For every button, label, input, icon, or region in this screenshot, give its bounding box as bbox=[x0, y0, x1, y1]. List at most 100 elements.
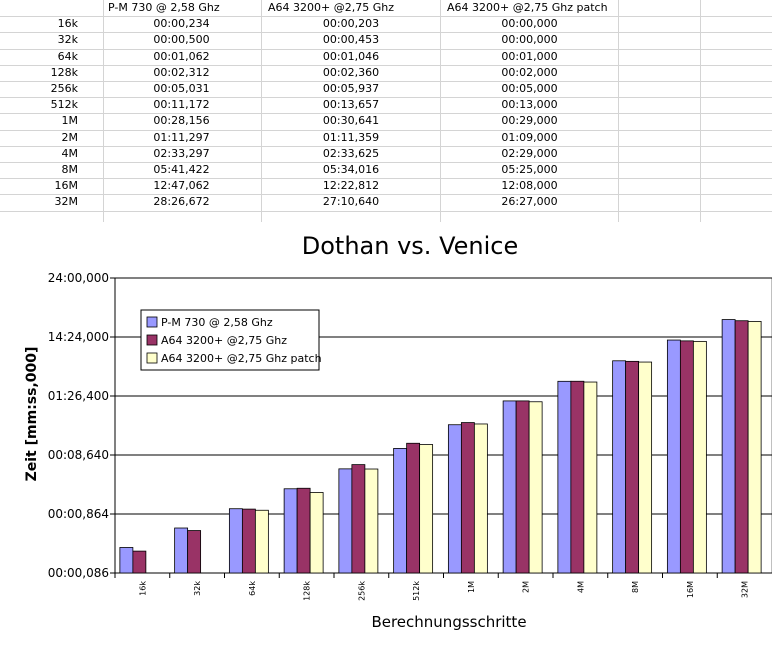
sheet-row-label[interactable]: 64k bbox=[57, 50, 78, 63]
sheet-cell[interactable]: 00:00,000 bbox=[501, 17, 558, 30]
sheet-header-a64[interactable]: A64 3200+ @2,75 Ghz bbox=[268, 1, 394, 14]
sheet-cell[interactable]: 28:26,672 bbox=[153, 195, 210, 208]
sheet-row: 4M 02:33,297 02:33,625 02:29,000 bbox=[0, 146, 772, 162]
sheet-row-label[interactable]: 128k bbox=[50, 66, 78, 79]
bar bbox=[351, 464, 366, 574]
sheet-header-pm730[interactable]: P-M 730 @ 2,58 Ghz bbox=[108, 1, 220, 14]
sheet-cell[interactable]: 27:10,640 bbox=[322, 195, 380, 208]
sheet-row: 2M 01:11,297 01:11,359 01:09,000 bbox=[0, 130, 772, 146]
sheet-row-label[interactable]: 4M bbox=[61, 147, 79, 160]
bar bbox=[679, 340, 694, 574]
sheet-gridline-h bbox=[0, 113, 772, 114]
sheet-cell[interactable]: 00:05,937 bbox=[322, 82, 380, 95]
sheet-gridline-v bbox=[103, 0, 104, 222]
x-tick-label: 8M bbox=[631, 581, 640, 593]
sheet-cell[interactable]: 00:05,000 bbox=[501, 82, 558, 95]
y-tick-label: 14:24,000 bbox=[48, 330, 109, 344]
sheet-gridline-h bbox=[0, 32, 772, 33]
x-tick-label: 128k bbox=[303, 581, 312, 601]
sheet-header-a64-patch[interactable]: A64 3200+ @2,75 Ghz patch bbox=[447, 1, 608, 14]
chart-title: Dothan vs. Venice bbox=[302, 232, 518, 260]
bar bbox=[460, 422, 475, 574]
sheet-cell[interactable]: 00:11,172 bbox=[153, 98, 210, 111]
sheet-cell[interactable]: 00:01,046 bbox=[322, 50, 380, 63]
sheet-cell[interactable]: 02:33,297 bbox=[153, 147, 210, 160]
sheet-cell[interactable]: 01:09,000 bbox=[501, 131, 558, 144]
sheet-row: 128k 00:02,312 00:02,360 00:02,000 bbox=[0, 65, 772, 81]
sheet-cell[interactable]: 26:27,000 bbox=[501, 195, 558, 208]
bar bbox=[721, 319, 736, 574]
bar bbox=[406, 442, 421, 574]
sheet-gridline-h bbox=[0, 16, 772, 17]
sheet-cell[interactable]: 12:47,062 bbox=[153, 179, 210, 192]
sheet-row: 1M 00:28,156 00:30,641 00:29,000 bbox=[0, 113, 772, 129]
sheet-cell[interactable]: 00:02,312 bbox=[153, 66, 210, 79]
sheet-cell[interactable]: 01:11,359 bbox=[322, 131, 380, 144]
sheet-cell[interactable]: 00:01,062 bbox=[153, 50, 210, 63]
sheet-cell[interactable]: 01:11,297 bbox=[153, 131, 210, 144]
sheet-row-label[interactable]: 256k bbox=[50, 82, 78, 95]
sheet-cell[interactable]: 12:22,812 bbox=[322, 179, 380, 192]
sheet-row-label[interactable]: 512k bbox=[50, 98, 78, 111]
sheet-cell[interactable]: 00:05,031 bbox=[153, 82, 210, 95]
sheet-cell[interactable]: 05:41,422 bbox=[153, 163, 210, 176]
sheet-row-label[interactable]: 32k bbox=[57, 33, 78, 46]
sheet-cell[interactable]: 00:02,000 bbox=[501, 66, 558, 79]
sheet-cell[interactable]: 00:01,000 bbox=[501, 50, 558, 63]
bar bbox=[528, 401, 543, 574]
sheet-cell[interactable]: 00:00,203 bbox=[322, 17, 380, 30]
sheet-row: 512k 00:11,172 00:13,657 00:13,000 bbox=[0, 97, 772, 113]
sheet-row-label[interactable]: 16k bbox=[57, 17, 78, 30]
sheet-gridline-h bbox=[0, 97, 772, 98]
x-tick-label: 1M bbox=[467, 581, 476, 593]
legend-entry: P-M 730 @ 2,58 Ghz bbox=[161, 316, 273, 329]
y-tick-label: 24:00,000 bbox=[48, 271, 109, 285]
bar bbox=[638, 361, 653, 574]
sheet-cell[interactable]: 12:08,000 bbox=[501, 179, 558, 192]
sheet-row-label[interactable]: 32M bbox=[54, 195, 79, 208]
sheet-row: 8M 05:41,422 05:34,016 05:25,000 bbox=[0, 162, 772, 178]
sheet-cell[interactable]: 00:13,000 bbox=[501, 98, 558, 111]
x-tick-label: 16k bbox=[138, 581, 147, 596]
sheet-cell[interactable]: 00:28,156 bbox=[153, 114, 210, 127]
sheet-cell[interactable]: 00:00,453 bbox=[322, 33, 380, 46]
legend-swatch bbox=[146, 352, 158, 364]
bar bbox=[692, 340, 707, 574]
sheet-cell[interactable]: 02:29,000 bbox=[501, 147, 558, 160]
legend bbox=[140, 309, 320, 371]
sheet-cell[interactable]: 05:25,000 bbox=[501, 163, 558, 176]
sheet-gridline-h bbox=[0, 81, 772, 82]
sheet-cell[interactable]: 02:33,625 bbox=[322, 147, 380, 160]
sheet-cell[interactable]: 00:00,234 bbox=[153, 17, 210, 30]
chart: 00:00,086 00:00,864 00:08,640 01:26,400 14:2… bbox=[0, 222, 772, 646]
sheet-cell[interactable]: 05:34,016 bbox=[322, 163, 380, 176]
sheet-row-label[interactable]: 8M bbox=[61, 163, 79, 176]
sheet-gridline-h bbox=[0, 65, 772, 66]
legend-swatch bbox=[146, 316, 158, 328]
sheet-cell[interactable]: 00:29,000 bbox=[501, 114, 558, 127]
x-tick-label: 4M bbox=[576, 581, 585, 593]
bar bbox=[447, 424, 462, 574]
sheet-gridline-v bbox=[440, 0, 441, 222]
legend-entry: A64 3200+ @2,75 Ghz patch bbox=[161, 352, 322, 365]
bar bbox=[296, 487, 311, 574]
sheet-row: 32k 00:00,500 00:00,453 00:00,000 bbox=[0, 32, 772, 48]
bar bbox=[241, 508, 256, 574]
bar bbox=[666, 339, 681, 574]
sheet-gridline-h bbox=[0, 49, 772, 50]
sheet-cell[interactable]: 00:00,000 bbox=[501, 33, 558, 46]
bar bbox=[119, 547, 134, 574]
sheet-cell[interactable]: 00:13,657 bbox=[322, 98, 380, 111]
sheet-row-label[interactable]: 1M bbox=[61, 114, 79, 127]
chart-svg: 00:00,086 00:00,864 00:08,640 01:26,400 14:2… bbox=[24, 232, 772, 631]
sheet-cell[interactable]: 00:00,500 bbox=[153, 33, 210, 46]
bar bbox=[473, 423, 488, 574]
bar bbox=[174, 527, 189, 574]
bar bbox=[393, 448, 408, 574]
sheet-row: 64k 00:01,062 00:01,046 00:01,000 bbox=[0, 49, 772, 65]
sheet-cell[interactable]: 00:30,641 bbox=[322, 114, 380, 127]
sheet-row-label[interactable]: 16M bbox=[54, 179, 79, 192]
bar bbox=[283, 488, 298, 574]
sheet-row-label[interactable]: 2M bbox=[61, 131, 79, 144]
sheet-cell[interactable]: 00:02,360 bbox=[322, 66, 380, 79]
